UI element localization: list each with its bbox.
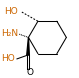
Text: H₂N: H₂N [2, 29, 19, 38]
Text: O: O [27, 68, 33, 77]
Text: HO: HO [2, 54, 15, 63]
Polygon shape [27, 37, 29, 55]
Text: HO: HO [4, 7, 18, 16]
